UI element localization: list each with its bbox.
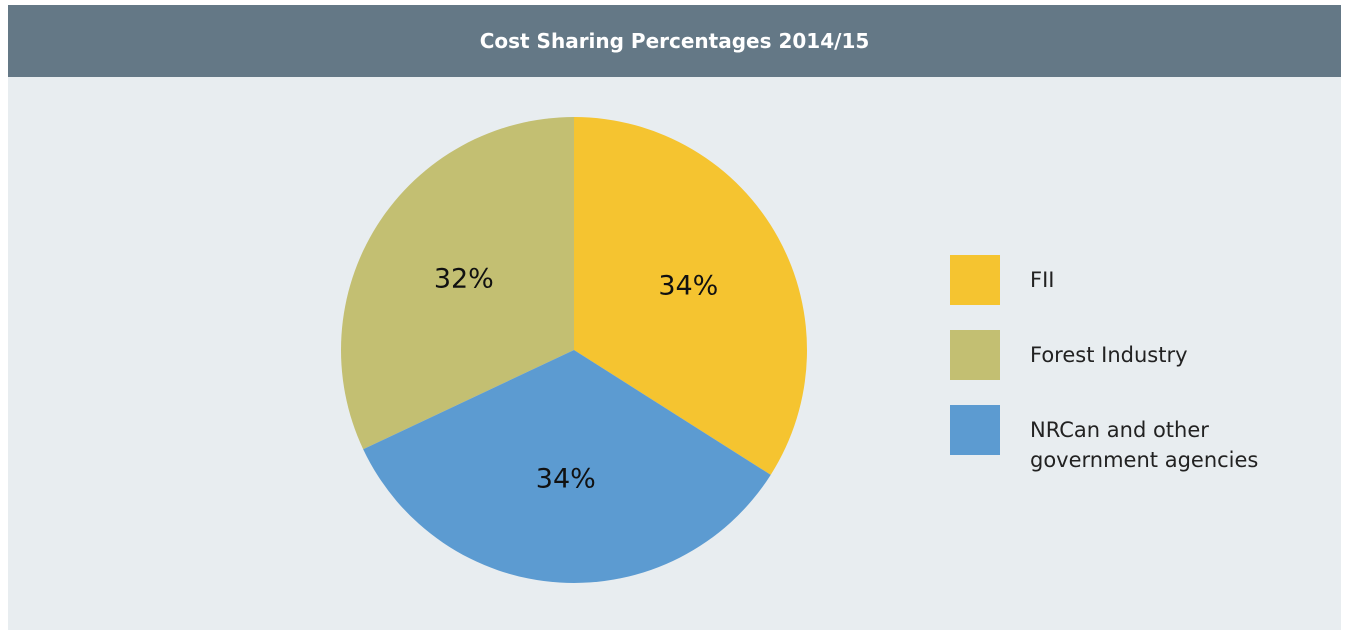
title-bar: Cost Sharing Percentages 2014/15 [8,5,1341,77]
chart-title: Cost Sharing Percentages 2014/15 [479,29,870,53]
pie-slice [340,117,574,450]
data-label: 34% [658,271,718,302]
legend-swatch [950,255,1000,305]
data-label: 32% [434,264,494,295]
pie-slice [574,117,807,475]
legend-swatch [950,405,1000,455]
chart: 34% 32% 34% [340,117,807,583]
legend-label: NRCan and other government agencies [1030,418,1259,472]
legend-swatch [950,330,1000,380]
data-label: 34% [536,464,596,495]
pie-slice [363,350,771,583]
legend-label: FII [1030,268,1055,292]
legend-label: Forest Industry [1030,343,1188,367]
chart-area: 34% 32% 34% FII Forest Industry NRCan and ot… [8,77,1341,630]
